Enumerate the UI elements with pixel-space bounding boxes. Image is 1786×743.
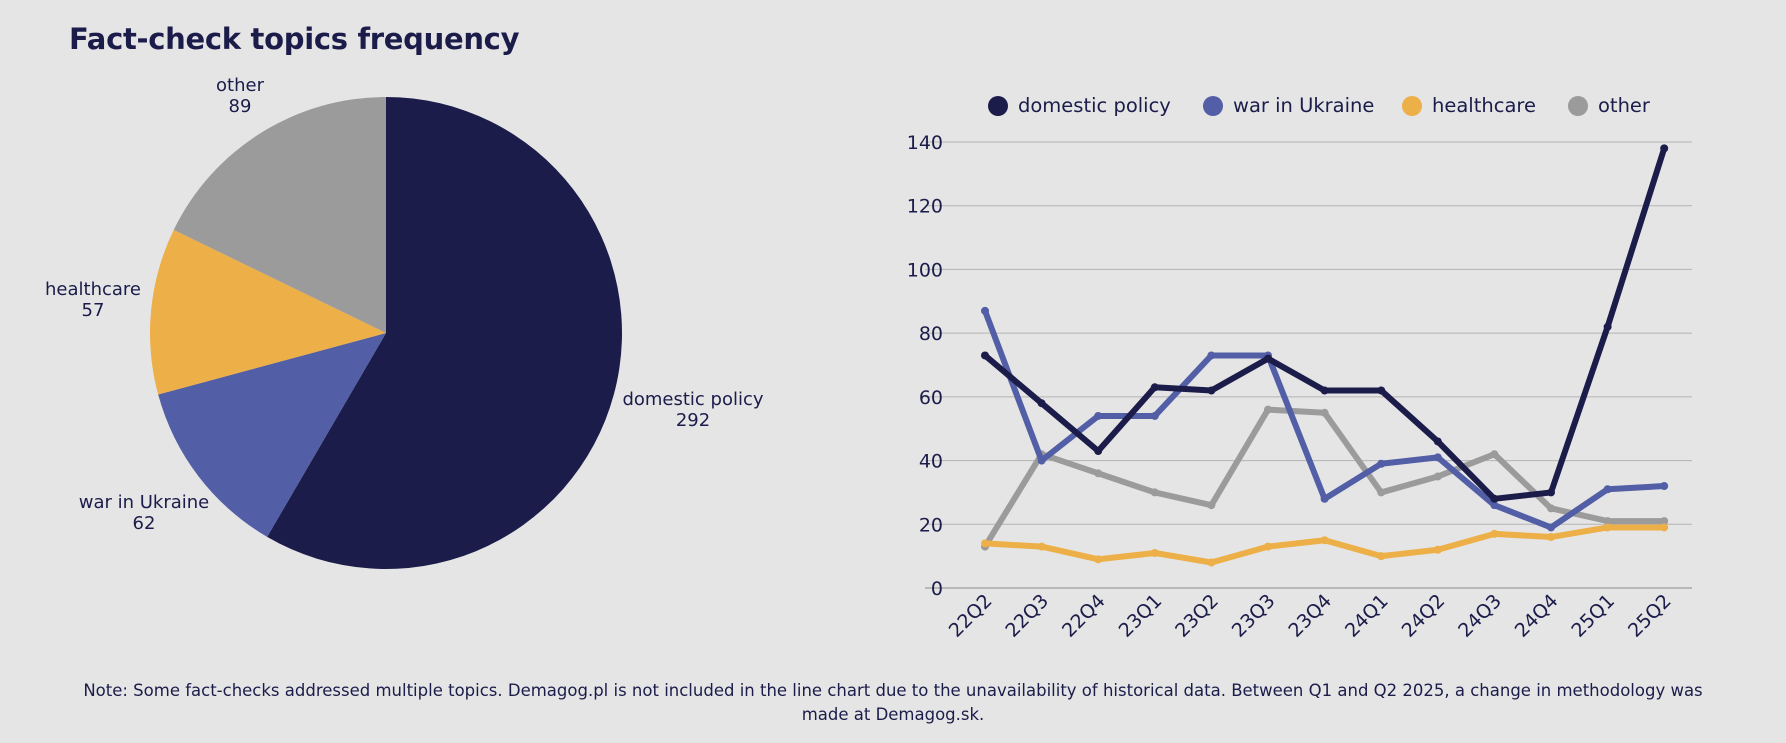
y-tick-label: 120 — [907, 196, 943, 218]
data-point-healthcare — [1603, 523, 1612, 532]
pie-label-war-in-ukraine: war in Ukraine — [79, 492, 210, 513]
data-point-war-in-ukraine — [1490, 501, 1499, 510]
data-point-war-in-ukraine — [1320, 494, 1329, 503]
data-point-domestic-policy — [1660, 144, 1669, 153]
x-tick-label: 25Q1 — [1567, 590, 1619, 642]
data-point-healthcare — [1660, 523, 1669, 532]
data-point-other — [1490, 450, 1499, 459]
legend-marker-war-in-ukraine — [1203, 96, 1223, 116]
legend-label-war-in-ukraine: war in Ukraine — [1233, 94, 1374, 117]
legend-marker-domestic-policy — [988, 96, 1008, 116]
legend-marker-other — [1568, 96, 1588, 116]
data-point-domestic-policy — [1320, 386, 1329, 395]
y-tick-label: 100 — [907, 259, 943, 281]
data-point-healthcare — [1150, 548, 1159, 557]
data-point-healthcare — [1264, 542, 1272, 551]
y-tick-label: 140 — [907, 132, 943, 154]
data-point-other — [1207, 501, 1216, 510]
data-point-domestic-policy — [1377, 386, 1386, 395]
x-tick-label: 22Q2 — [945, 590, 997, 642]
data-point-war-in-ukraine — [1207, 351, 1216, 360]
data-point-other — [1320, 408, 1329, 417]
x-tick-label: 24Q3 — [1454, 590, 1506, 642]
x-tick-label: 25Q2 — [1624, 590, 1676, 642]
pie-value-healthcare: 57 — [82, 300, 105, 321]
legend-label-other: other — [1598, 94, 1651, 117]
data-point-other — [1547, 504, 1555, 513]
page-title: Fact-check topics frequency — [69, 22, 520, 56]
x-tick-label: 24Q1 — [1341, 590, 1393, 642]
x-tick-label: 22Q4 — [1058, 590, 1110, 642]
pie-value-war-in-ukraine: 62 — [133, 513, 156, 534]
y-tick-label: 80 — [919, 323, 943, 345]
x-tick-label: 23Q4 — [1284, 590, 1336, 642]
data-point-healthcare — [1547, 533, 1555, 542]
data-point-healthcare — [1490, 529, 1499, 538]
y-tick-label: 0 — [931, 578, 943, 600]
data-point-other — [1094, 469, 1103, 478]
data-point-domestic-policy — [1037, 399, 1046, 408]
pie-label-domestic-policy: domestic policy — [622, 389, 763, 410]
legend-label-healthcare: healthcare — [1432, 94, 1536, 117]
data-point-other — [1264, 405, 1272, 414]
pie-slice-war-in-ukraine — [158, 333, 386, 537]
data-point-war-in-ukraine — [1547, 523, 1555, 532]
data-point-domestic-policy — [1207, 386, 1216, 395]
data-point-domestic-policy — [1264, 354, 1272, 363]
pie-value-domestic-policy: 292 — [676, 410, 710, 431]
data-point-healthcare — [1037, 542, 1046, 551]
data-point-healthcare — [1377, 552, 1386, 561]
data-point-other — [1433, 472, 1442, 481]
x-tick-label: 23Q2 — [1171, 590, 1223, 642]
data-point-domestic-policy — [1150, 383, 1159, 392]
y-tick-label: 40 — [919, 451, 943, 473]
footnote: Note: Some fact-checks addressed multipl… — [83, 681, 1703, 724]
data-point-war-in-ukraine — [1094, 411, 1103, 420]
data-point-healthcare — [1207, 558, 1216, 567]
pie-slice-other — [173, 97, 386, 333]
data-point-domestic-policy — [1094, 447, 1103, 456]
x-tick-label: 24Q2 — [1398, 590, 1450, 642]
data-point-domestic-policy — [1603, 322, 1612, 331]
data-point-war-in-ukraine — [1660, 482, 1669, 491]
pie-slice-healthcare — [150, 229, 386, 395]
pie-value-other: 89 — [229, 96, 252, 117]
data-point-healthcare — [1320, 536, 1329, 545]
data-point-other — [1150, 488, 1159, 497]
data-point-other — [1660, 517, 1669, 526]
data-point-war-in-ukraine — [1603, 485, 1612, 494]
series-line-healthcare — [982, 524, 1668, 566]
pie-label-healthcare: healthcare — [45, 279, 141, 300]
data-point-domestic-policy — [1547, 488, 1555, 497]
data-point-war-in-ukraine — [981, 306, 989, 315]
data-point-domestic-policy — [981, 351, 989, 360]
x-tick-label: 23Q3 — [1228, 590, 1280, 642]
pie-slice-domestic-policy — [267, 97, 623, 570]
series-line-other — [982, 406, 1668, 550]
data-point-war-in-ukraine — [1037, 456, 1046, 465]
legend-label-domestic-policy: domestic policy — [1018, 94, 1171, 117]
data-point-war-in-ukraine — [1377, 459, 1386, 468]
data-point-war-in-ukraine — [1433, 453, 1442, 462]
x-tick-label: 24Q4 — [1511, 590, 1563, 642]
y-tick-label: 20 — [919, 514, 943, 536]
data-point-healthcare — [1433, 545, 1442, 554]
y-tick-label: 60 — [919, 387, 943, 409]
data-point-healthcare — [981, 539, 989, 548]
data-point-other — [1377, 488, 1386, 497]
series-line-domestic-policy — [982, 145, 1668, 502]
data-point-domestic-policy — [1490, 494, 1499, 503]
data-point-healthcare — [1094, 555, 1103, 564]
legend-marker-healthcare — [1402, 96, 1422, 116]
x-tick-label: 22Q3 — [1001, 590, 1053, 642]
data-point-war-in-ukraine — [1150, 411, 1159, 420]
x-tick-label: 23Q1 — [1115, 590, 1167, 642]
pie-label-other: other — [216, 75, 265, 96]
data-point-other — [1603, 517, 1612, 526]
data-point-domestic-policy — [1433, 437, 1442, 446]
